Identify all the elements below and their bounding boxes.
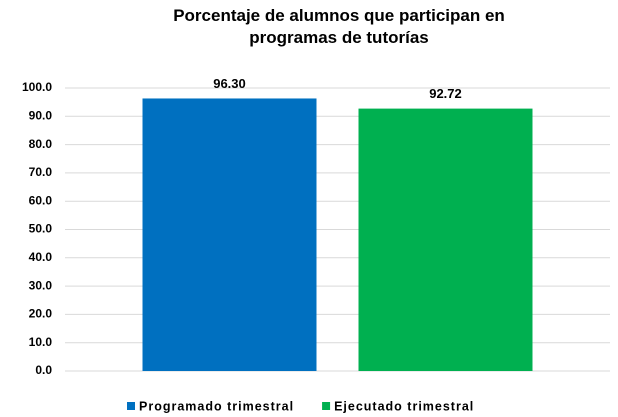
y-tick-label: 20.0 bbox=[29, 307, 53, 321]
bar bbox=[358, 108, 533, 371]
y-tick-label: 90.0 bbox=[29, 108, 53, 122]
y-tick-label: 0.0 bbox=[35, 363, 52, 377]
y-tick-label: 60.0 bbox=[29, 193, 53, 207]
chart-title: Porcentaje de alumnos que participan en … bbox=[173, 6, 505, 47]
y-tick-label: 100.0 bbox=[22, 80, 52, 94]
y-tick-label: 50.0 bbox=[29, 222, 53, 236]
bar bbox=[142, 98, 317, 371]
data-label: 96.30 bbox=[213, 76, 246, 91]
y-tick-label: 70.0 bbox=[29, 165, 53, 179]
data-label: 92.72 bbox=[429, 86, 462, 101]
legend-swatch bbox=[322, 402, 331, 410]
y-tick-label: 80.0 bbox=[29, 137, 53, 151]
legend-label: Ejecutado trimestral bbox=[334, 399, 474, 413]
y-tick-label: 30.0 bbox=[29, 278, 53, 292]
y-tick-label: 10.0 bbox=[29, 335, 53, 349]
y-tick-label: 40.0 bbox=[29, 250, 53, 264]
legend-swatch bbox=[127, 402, 135, 410]
legend-label: Programado trimestral bbox=[139, 399, 294, 413]
